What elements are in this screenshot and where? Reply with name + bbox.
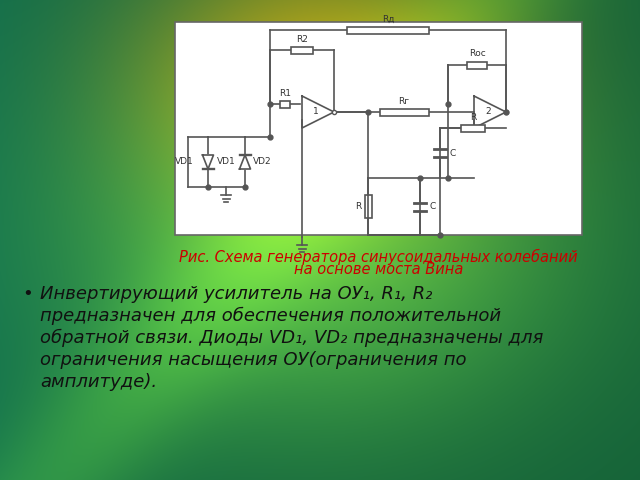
Polygon shape (474, 96, 506, 128)
Polygon shape (302, 96, 334, 128)
Text: 2: 2 (485, 108, 491, 117)
Bar (291, 47, 313, 53)
Text: VD1: VD1 (216, 157, 236, 167)
Text: Rг: Rг (399, 96, 410, 106)
Text: Rд: Rд (381, 14, 394, 24)
Text: R: R (470, 112, 476, 121)
Bar (461, 124, 484, 132)
Bar (280, 100, 291, 108)
Text: Rос: Rос (468, 49, 485, 59)
Text: на основе моста Вина: на основе моста Вина (294, 262, 463, 277)
Text: обратной связи. Диоды VD₁, VD₂ предназначены для: обратной связи. Диоды VD₁, VD₂ предназна… (40, 329, 543, 347)
Bar (380, 108, 429, 116)
Text: •: • (22, 285, 33, 303)
Polygon shape (239, 155, 250, 169)
Text: предназначен для обеспечения положительной: предназначен для обеспечения положительн… (40, 307, 501, 325)
Text: VD1: VD1 (175, 157, 194, 167)
Text: C: C (449, 148, 455, 157)
Text: R2: R2 (296, 35, 308, 44)
Text: 1: 1 (313, 108, 319, 117)
Bar (467, 61, 487, 69)
Text: R: R (355, 202, 362, 211)
Text: R1: R1 (279, 88, 291, 97)
Text: C: C (429, 202, 435, 211)
Text: ограничения насыщения ОУ(ограничения по: ограничения насыщения ОУ(ограничения по (40, 351, 467, 369)
Text: Рис. Схема генератора синусоидальных колебаний: Рис. Схема генератора синусоидальных кол… (179, 249, 578, 265)
Text: Инвертирующий усилитель на ОУ₁, R₁, R₂: Инвертирующий усилитель на ОУ₁, R₁, R₂ (40, 285, 433, 303)
Bar (365, 195, 371, 218)
Text: VD2: VD2 (253, 157, 271, 167)
Text: амплитуде).: амплитуде). (40, 373, 157, 391)
Bar (347, 26, 429, 34)
Bar (175, 22, 582, 235)
Polygon shape (202, 155, 214, 169)
